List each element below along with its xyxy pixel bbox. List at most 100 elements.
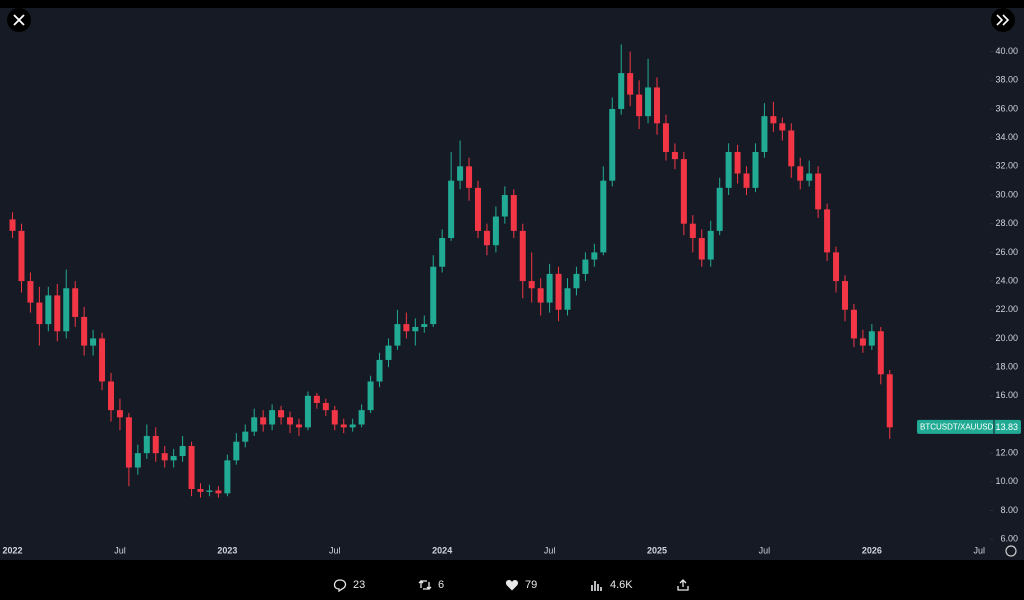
candle-body xyxy=(9,219,16,231)
candle-body xyxy=(627,73,634,95)
candle-body xyxy=(385,345,392,360)
candle-body xyxy=(850,309,857,339)
candle-body xyxy=(537,288,544,303)
x-tick-label: 2023 xyxy=(217,545,237,555)
candle-body xyxy=(349,424,356,428)
candle-body xyxy=(161,453,168,461)
candle-body xyxy=(680,159,687,224)
candle-body xyxy=(143,435,150,454)
candle-body xyxy=(645,87,652,117)
candle-body xyxy=(546,273,553,303)
candle-body xyxy=(367,381,374,411)
candle-body xyxy=(233,441,240,461)
candle-body xyxy=(815,173,822,210)
y-tick-label: 40.00 xyxy=(995,46,1018,56)
candle-body xyxy=(519,230,526,282)
candle-body xyxy=(90,338,97,346)
candle-body xyxy=(376,359,383,382)
candle-body xyxy=(439,238,446,267)
candle-body xyxy=(224,460,231,494)
candle-body xyxy=(63,288,70,332)
candle-body xyxy=(251,417,258,432)
candle-body xyxy=(886,374,893,428)
candle-body xyxy=(609,108,616,181)
y-tick-label: 6.00 xyxy=(1000,534,1018,544)
candle-body xyxy=(654,87,661,124)
like-button[interactable]: 79 xyxy=(505,576,537,594)
candle-body xyxy=(725,151,732,188)
candle-body xyxy=(457,166,464,181)
y-tick-label: 26.00 xyxy=(995,247,1018,257)
y-tick-label: 20.00 xyxy=(995,333,1018,343)
candle-body xyxy=(215,490,222,494)
candle-body xyxy=(72,288,79,317)
candle-body xyxy=(833,252,840,282)
candle-body xyxy=(868,331,875,346)
y-tick-label: 24.00 xyxy=(995,275,1018,285)
candle-body xyxy=(752,151,759,188)
candle-body xyxy=(331,410,338,425)
x-tick-label: Jul xyxy=(759,545,771,555)
repost-button[interactable]: 6 xyxy=(418,576,444,594)
candle-body xyxy=(421,324,428,327)
candle-body xyxy=(125,417,132,468)
candle-body xyxy=(358,410,365,425)
views-button[interactable]: 4.6K xyxy=(590,576,633,594)
repost-count: 6 xyxy=(438,579,445,591)
candle-body xyxy=(107,381,114,411)
candle-body xyxy=(662,123,669,152)
x-tick-label: 2022 xyxy=(3,545,23,555)
candle-body xyxy=(483,230,490,246)
candle-body xyxy=(859,338,866,346)
candle-body xyxy=(761,116,768,152)
candle-body xyxy=(555,273,562,310)
last-price-label: 13.83 xyxy=(995,422,1018,432)
candle-body xyxy=(466,166,473,188)
like-count: 79 xyxy=(525,579,538,591)
candle-body xyxy=(304,395,311,428)
y-tick-label: 22.00 xyxy=(995,304,1018,314)
series-name: BTCUSDT/XAUUSD xyxy=(920,423,994,432)
candle-body xyxy=(707,230,714,260)
reset-button[interactable] xyxy=(1005,545,1017,557)
y-tick-label: 16.00 xyxy=(995,390,1018,400)
y-tick-label: 28.00 xyxy=(995,218,1018,228)
candle-body xyxy=(528,281,535,289)
candle-body xyxy=(698,238,705,260)
candle-body xyxy=(591,252,598,260)
candle-body xyxy=(295,424,302,428)
candle-body xyxy=(99,338,106,382)
candle-body xyxy=(134,453,141,468)
candle-body xyxy=(313,395,320,403)
candle-body xyxy=(394,324,401,346)
reply-button[interactable]: 23 xyxy=(333,576,365,594)
candle-body xyxy=(743,173,750,188)
candle-body xyxy=(600,180,607,253)
candle-body xyxy=(287,417,294,425)
candle-body xyxy=(841,281,848,310)
candle-body xyxy=(689,223,696,239)
chart-background xyxy=(0,8,1024,560)
candle-body xyxy=(734,151,741,174)
candle-body xyxy=(877,331,884,375)
y-tick-label: 38.00 xyxy=(995,75,1018,85)
share-button[interactable] xyxy=(676,576,690,594)
x-tick-label: 2026 xyxy=(862,545,882,555)
candle-body xyxy=(474,187,481,231)
candle-body xyxy=(618,73,625,109)
last-price-tag xyxy=(917,419,1021,434)
view-count: 4.6K xyxy=(610,579,633,591)
y-tick-label: 12.00 xyxy=(995,448,1018,458)
candle-body xyxy=(448,180,455,239)
candle-body xyxy=(797,166,804,181)
candle-body xyxy=(260,417,267,425)
y-tick-label: 36.00 xyxy=(995,103,1018,113)
candle-body xyxy=(492,216,499,246)
candle-body xyxy=(18,230,25,282)
expand-button[interactable] xyxy=(991,8,1015,32)
close-button[interactable] xyxy=(7,8,31,32)
candle-body xyxy=(27,281,34,303)
candle-body xyxy=(716,187,723,231)
candle-body xyxy=(179,446,186,457)
